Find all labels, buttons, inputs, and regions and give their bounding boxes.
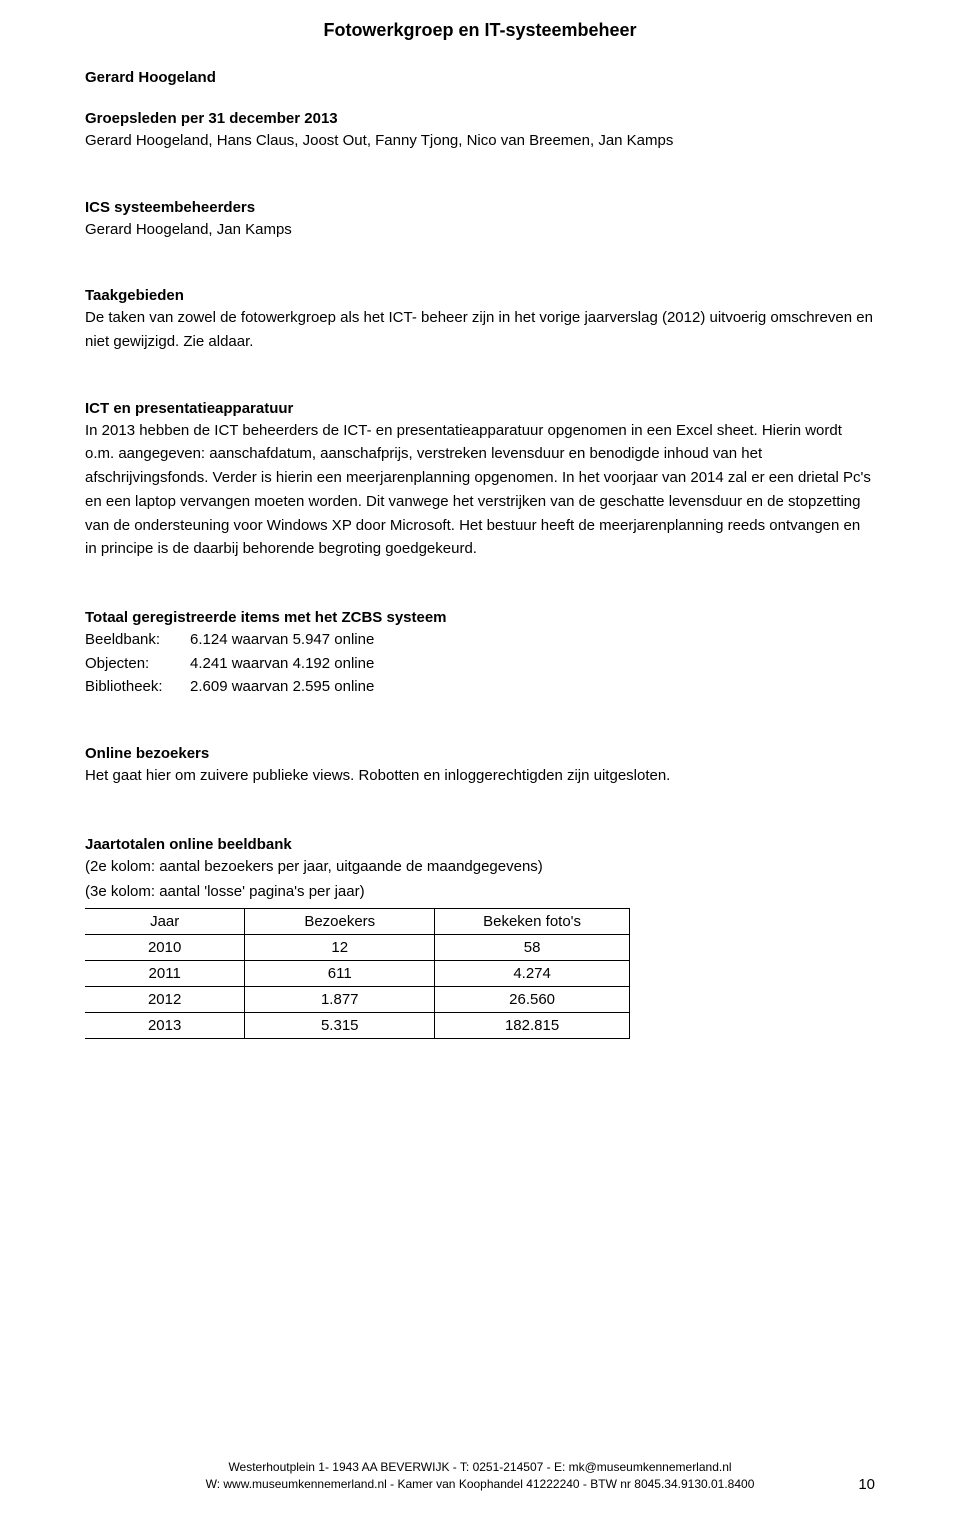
heading-totaal: Totaal geregistreerde items met het ZCBS… [85, 609, 875, 626]
list-item: Beeldbank: 6.124 waarvan 5.947 online [85, 628, 875, 652]
footer-line-2: W: www.museumkennemerland.nl - Kamer van… [85, 1476, 875, 1493]
note-jaartotalen-2: (3e kolom: aantal 'losse' pagina's per j… [85, 880, 875, 904]
heading-ics: ICS systeembeheerders [85, 199, 875, 216]
heading-groepsleden: Groepsleden per 31 december 2013 [85, 110, 875, 127]
author-name: Gerard Hoogeland [85, 69, 875, 86]
cell: 2010 [85, 935, 245, 961]
cell: 26.560 [435, 987, 630, 1013]
col-header: Jaar [85, 909, 245, 935]
table-row: 2012 1.877 26.560 [85, 987, 630, 1013]
item-value: 2.609 waarvan 2.595 online [190, 675, 875, 699]
item-label: Beeldbank: [85, 628, 190, 652]
heading-ict: ICT en presentatieapparatuur [85, 400, 875, 417]
document-page: Fotowerkgroep en IT-systeembeheer Gerard… [0, 0, 960, 1523]
table-row: 2013 5.315 182.815 [85, 1013, 630, 1039]
item-label: Objecten: [85, 652, 190, 676]
page-title: Fotowerkgroep en IT-systeembeheer [85, 20, 875, 41]
page-number: 10 [858, 1476, 875, 1493]
page-footer: Westerhoutplein 1- 1943 AA BEVERWIJK - T… [85, 1459, 875, 1493]
text-groepsleden: Gerard Hoogeland, Hans Claus, Joost Out,… [85, 129, 875, 153]
col-header: Bekeken foto's [435, 909, 630, 935]
col-header: Bezoekers [245, 909, 435, 935]
cell: 182.815 [435, 1013, 630, 1039]
footer-line-1: Westerhoutplein 1- 1943 AA BEVERWIJK - T… [85, 1459, 875, 1476]
heading-online: Online bezoekers [85, 745, 875, 762]
heading-taakgebieden: Taakgebieden [85, 287, 875, 304]
item-value: 6.124 waarvan 5.947 online [190, 628, 875, 652]
item-value: 4.241 waarvan 4.192 online [190, 652, 875, 676]
cell: 2011 [85, 961, 245, 987]
cell: 58 [435, 935, 630, 961]
cell: 611 [245, 961, 435, 987]
text-ics: Gerard Hoogeland, Jan Kamps [85, 218, 875, 242]
item-label: Bibliotheek: [85, 675, 190, 699]
text-taakgebieden: De taken van zowel de fotowerkgroep als … [85, 306, 875, 353]
table-header-row: Jaar Bezoekers Bekeken foto's [85, 909, 630, 935]
table-row: 2011 611 4.274 [85, 961, 630, 987]
cell: 5.315 [245, 1013, 435, 1039]
cell: 4.274 [435, 961, 630, 987]
text-online: Het gaat hier om zuivere publieke views.… [85, 764, 875, 788]
cell: 2013 [85, 1013, 245, 1039]
table-row: 2010 12 58 [85, 935, 630, 961]
cell: 12 [245, 935, 435, 961]
list-item: Objecten: 4.241 waarvan 4.192 online [85, 652, 875, 676]
note-jaartotalen-1: (2e kolom: aantal bezoekers per jaar, ui… [85, 855, 875, 879]
cell: 2012 [85, 987, 245, 1013]
jaartotalen-table: Jaar Bezoekers Bekeken foto's 2010 12 58… [85, 908, 630, 1039]
heading-jaartotalen: Jaartotalen online beeldbank [85, 836, 875, 853]
cell: 1.877 [245, 987, 435, 1013]
text-ict: In 2013 hebben de ICT beheerders de ICT-… [85, 419, 875, 561]
list-item: Bibliotheek: 2.609 waarvan 2.595 online [85, 675, 875, 699]
